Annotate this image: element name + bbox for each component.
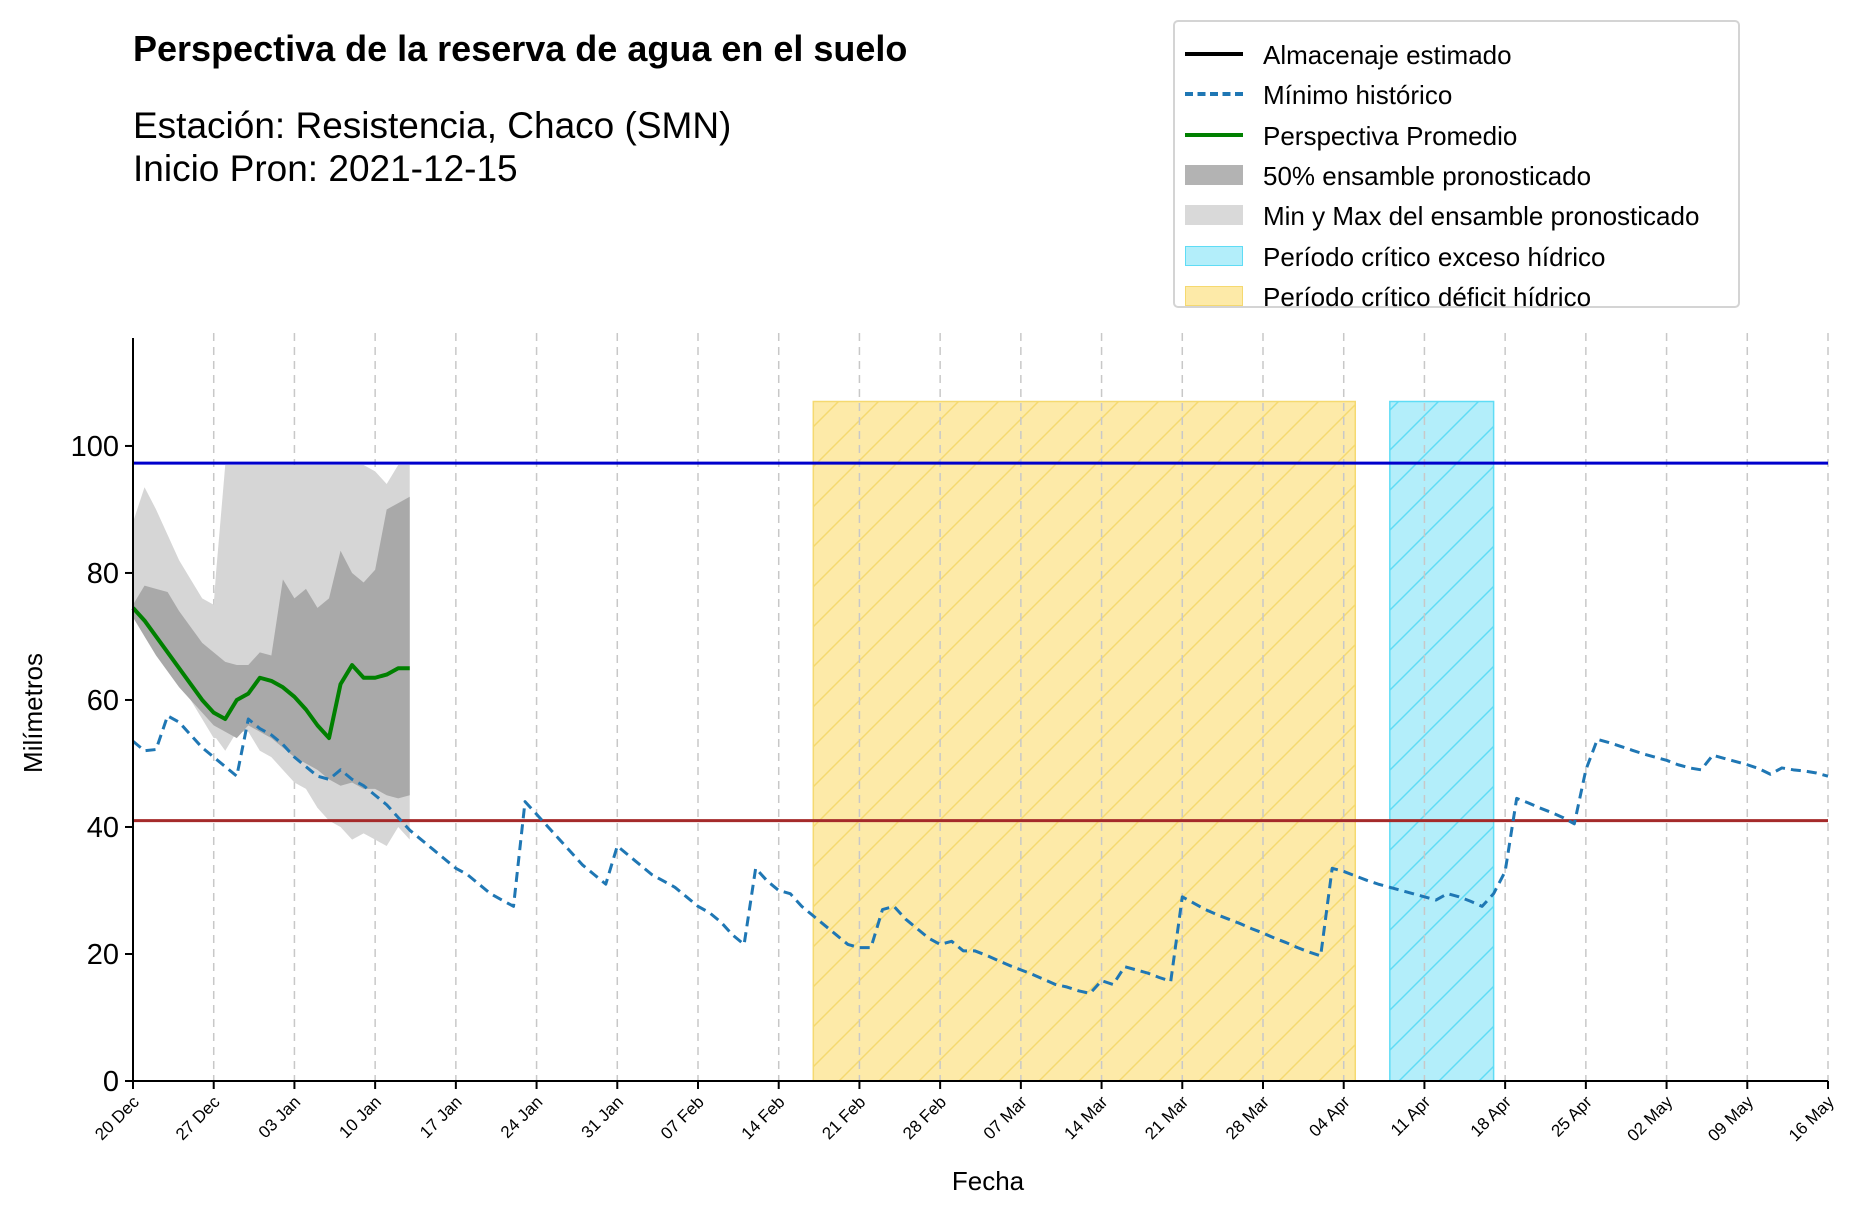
legend-label-avg: Perspectiva Promedio: [1263, 120, 1518, 151]
series-lines: [131, 606, 1829, 995]
legend-item-ens50: 50% ensamble pronosticado: [1175, 155, 1738, 195]
x-tick-label: 14 Feb: [738, 1092, 789, 1143]
y-tick-label: 40: [87, 812, 119, 844]
x-tick-label: 07 Feb: [657, 1092, 708, 1143]
x-axis-label: Fecha: [952, 1166, 1025, 1196]
legend-label-historic_min: Mínimo histórico: [1263, 80, 1453, 111]
ensemble-bands: [133, 465, 410, 847]
threshold-lines: [133, 461, 1828, 823]
x-tick-label: 25 Apr: [1547, 1092, 1595, 1140]
legend-item-historic_min: Mínimo histórico: [1175, 74, 1738, 114]
x-tick-label: 09 May: [1704, 1092, 1757, 1145]
x-tick-label: 16 May: [1785, 1092, 1838, 1145]
series-average: [131, 606, 410, 741]
legend-swatch-deficit: [1185, 285, 1243, 306]
x-tick-label: 28 Mar: [1222, 1092, 1273, 1143]
legend-label-ensminmax: Min y Max del ensamble pronosticado: [1263, 201, 1700, 232]
forecast-start-subtitle: Inicio Pron: 2021-12-15: [133, 148, 518, 189]
x-tick-label: 18 Apr: [1467, 1092, 1515, 1140]
y-axis-label: Milímetros: [18, 653, 48, 773]
legend-swatch-ens50: [1185, 164, 1243, 185]
legend-label-excess: Período crítico exceso hídrico: [1263, 241, 1606, 272]
x-tick-label: 10 Jan: [335, 1092, 385, 1142]
legend-swatch-avg: [1185, 132, 1243, 137]
x-tick-label: 20 Dec: [91, 1092, 143, 1144]
y-tick-label: 20: [87, 939, 119, 971]
x-tick-label: 14 Mar: [1061, 1092, 1112, 1143]
legend: Almacenaje estimado Mínimo histórico Persp…: [1173, 20, 1740, 312]
legend-item-excess: Período crítico exceso hídrico: [1175, 236, 1738, 276]
x-tick-label: 02 May: [1624, 1092, 1677, 1145]
legend-item-ensminmax: Min y Max del ensamble pronosticado: [1175, 195, 1738, 235]
x-tick-label: 28 Feb: [899, 1092, 950, 1143]
legend-label-deficit: Período crítico déficit hídrico: [1263, 281, 1592, 312]
legend-item-avg: Perspectiva Promedio: [1175, 115, 1738, 155]
x-tick-label: 21 Feb: [818, 1092, 869, 1143]
x-tick-label: 03 Jan: [255, 1092, 305, 1142]
x-tick-label: 27 Dec: [172, 1092, 224, 1144]
station-subtitle: Estación: Resistencia, Chaco (SMN): [133, 105, 732, 146]
x-tick-label: 17 Jan: [416, 1092, 466, 1142]
series-historic-min: [132, 714, 1829, 995]
legend-swatch-estimated: [1185, 52, 1243, 56]
legend-swatch-excess: [1185, 245, 1243, 266]
x-tick-label: 07 Mar: [980, 1092, 1031, 1143]
period-hatch-deficit: [813, 401, 1356, 1081]
chart-title: Perspectiva de la reserva de agua en el …: [133, 28, 908, 69]
x-tick-label: 24 Jan: [497, 1092, 547, 1142]
legend-item-estimated: Almacenaje estimado: [1175, 34, 1738, 74]
y-tick-label: 0: [103, 1066, 119, 1098]
legend-swatch-historic_min: [1185, 92, 1243, 97]
y-tick-label: 80: [87, 558, 119, 590]
legend-label-ens50: 50% ensamble pronosticado: [1263, 160, 1592, 191]
vertical-gridlines: [212, 333, 1829, 1081]
period-hatch-excess: [1389, 401, 1494, 1081]
x-tick-label: 31 Jan: [578, 1092, 628, 1142]
legend-swatch-ensminmax: [1185, 205, 1243, 226]
critical-periods: [812, 400, 1495, 1082]
y-tick-label: 100: [71, 431, 119, 463]
legend-label-estimated: Almacenaje estimado: [1263, 40, 1512, 70]
legend-item-deficit: Período crítico déficit hídrico: [1175, 276, 1738, 316]
x-tick-label: 21 Mar: [1141, 1092, 1192, 1143]
ensemble-50-band: [133, 496, 410, 799]
x-tick-label: 11 Apr: [1387, 1092, 1435, 1140]
y-tick-label: 60: [87, 685, 119, 717]
x-tick-label: 04 Apr: [1305, 1092, 1353, 1140]
